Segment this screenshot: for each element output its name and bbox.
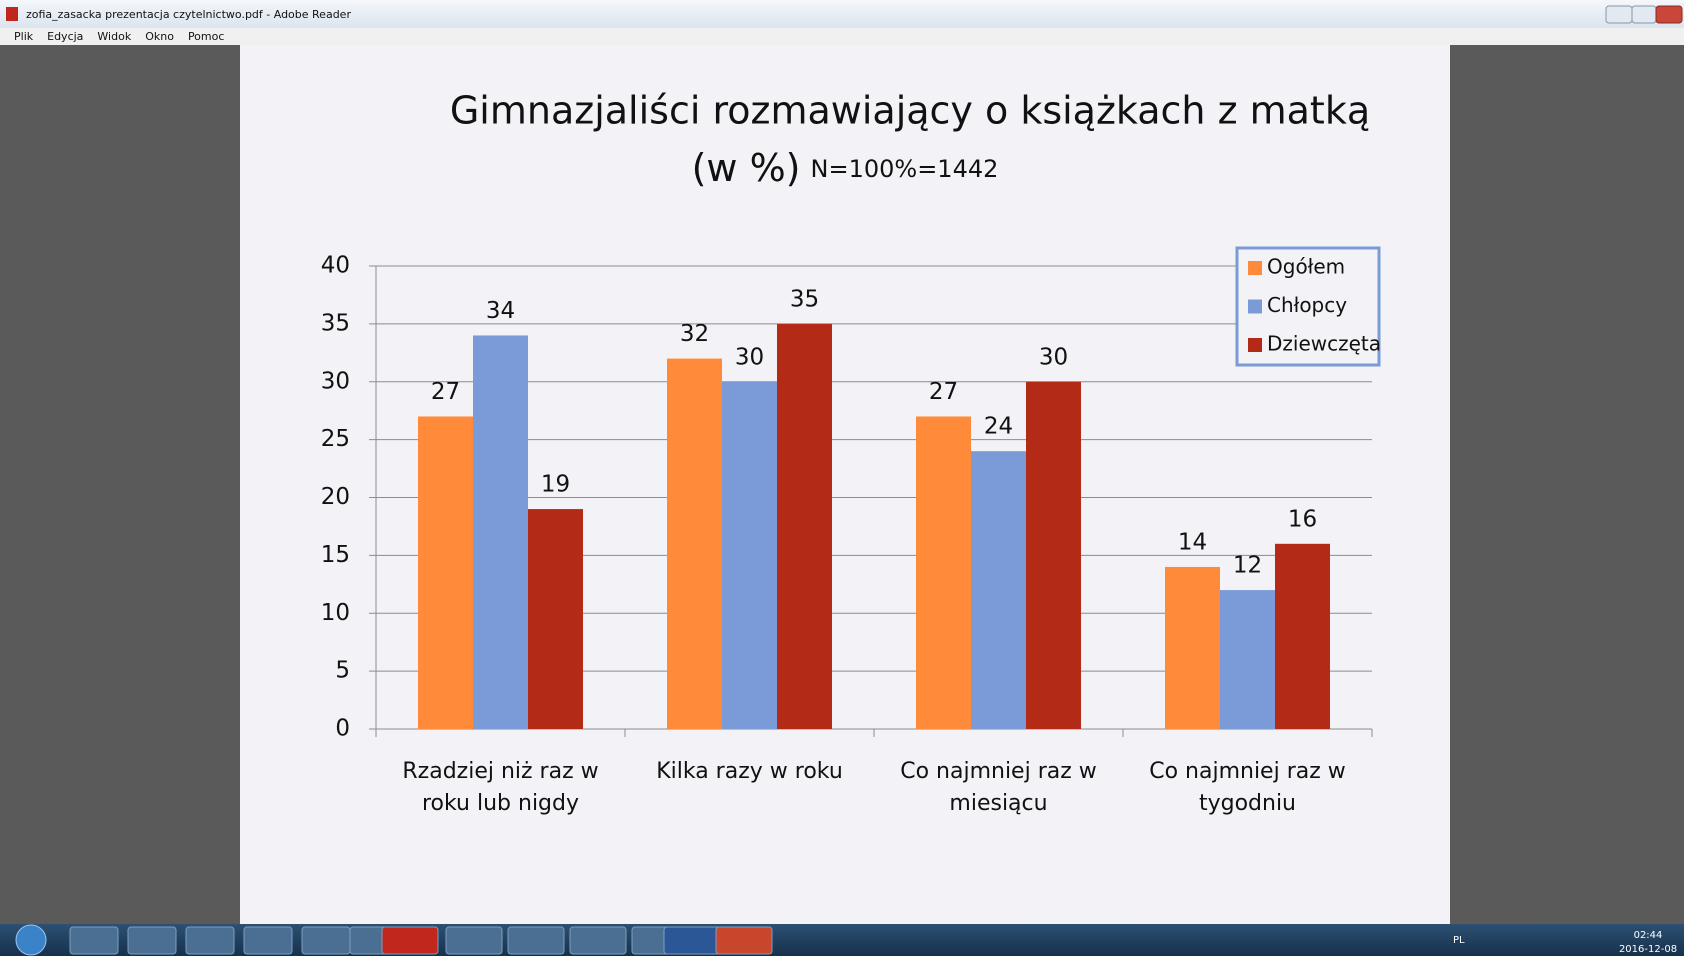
taskbar-icon[interactable] [507, 926, 565, 955]
maximize-button[interactable] [1631, 5, 1657, 24]
clock-date[interactable]: 2016-12-08 [1619, 944, 1677, 955]
data-label: 30 [1039, 344, 1068, 370]
close-button[interactable] [1655, 5, 1683, 24]
legend-label: Ogółem [1267, 255, 1345, 279]
clock-time[interactable]: 02:44 [1634, 930, 1663, 941]
taskbar-icon[interactable] [185, 926, 235, 955]
data-label: 24 [984, 414, 1013, 440]
bar [667, 358, 722, 729]
bar [1220, 590, 1275, 729]
bar [777, 323, 832, 729]
bar [1026, 381, 1081, 729]
title-bar [0, 0, 1684, 28]
y-tick-label: 20 [321, 484, 350, 510]
data-label: 19 [541, 472, 570, 498]
data-label: 34 [486, 298, 515, 324]
bar [418, 416, 473, 729]
data-label: 14 [1178, 529, 1207, 555]
window-title: zofia_zasacka prezentacja czytelnictwo.p… [26, 8, 351, 21]
y-tick-label: 0 [335, 716, 350, 742]
y-tick-label: 15 [321, 542, 350, 568]
chart-title: Gimnazjaliści rozmawiający o książkach z… [450, 89, 1370, 133]
taskbar-icon[interactable] [381, 926, 439, 955]
bar [971, 451, 1026, 729]
taskbar-icon[interactable] [569, 926, 627, 955]
x-tick-label: Co najmniej raz w tygodniu [1149, 759, 1346, 816]
bar [916, 416, 971, 729]
menu-bar [0, 28, 1684, 45]
bar [1165, 566, 1220, 729]
taskbar-icon[interactable] [301, 926, 351, 955]
bar [528, 509, 583, 729]
bar [1275, 543, 1330, 729]
data-label: 35 [790, 286, 819, 312]
start-button[interactable] [15, 924, 47, 956]
legend-swatch [1248, 299, 1262, 314]
minimize-button[interactable] [1605, 5, 1633, 24]
app-icon [6, 7, 18, 21]
y-tick-label: 10 [321, 600, 350, 626]
taskbar-icon[interactable] [663, 926, 721, 955]
language-indicator[interactable]: PL [1453, 935, 1465, 946]
title-unit: (w %) [692, 146, 801, 190]
x-tick-label: Kilka razy w roku [656, 759, 843, 784]
data-label: 30 [735, 344, 764, 370]
legend-swatch [1248, 261, 1262, 275]
data-label: 27 [929, 379, 958, 405]
data-label: 32 [680, 321, 709, 347]
legend-swatch [1248, 338, 1262, 352]
y-tick-label: 40 [321, 253, 350, 279]
legend-label: Chłopcy [1267, 293, 1347, 317]
data-label: 12 [1233, 553, 1262, 579]
x-tick-label: Rzadziej niż raz w roku lub nigdy [402, 759, 599, 816]
taskbar-icon[interactable] [69, 926, 119, 955]
taskbar-icon[interactable] [127, 926, 177, 955]
y-tick-label: 25 [321, 426, 350, 452]
data-label: 16 [1288, 506, 1317, 532]
legend-label: Dziewczęta [1267, 332, 1381, 356]
y-tick-label: 35 [321, 310, 350, 336]
x-tick-label: Co najmniej raz w miesiącu [900, 759, 1097, 816]
chart-subtitle: N=100%=1442 [811, 155, 999, 183]
taskbar-icon[interactable] [715, 926, 773, 955]
menu-item[interactable]: Plik [14, 30, 34, 43]
menu-item[interactable]: Widok [97, 30, 131, 43]
y-tick-label: 5 [335, 658, 350, 684]
menu-item[interactable]: Edycja [47, 30, 83, 43]
y-tick-label: 30 [321, 368, 350, 394]
bar [473, 335, 528, 729]
taskbar-icon[interactable] [243, 926, 293, 955]
chart-subtitle-line: (w %) N=100%=1442 [692, 146, 999, 190]
menu-item[interactable]: Okno [145, 30, 174, 43]
taskbar-icon[interactable] [445, 926, 503, 955]
data-label: 27 [431, 379, 460, 405]
bar [722, 381, 777, 729]
menu-item[interactable]: Pomoc [188, 30, 224, 43]
